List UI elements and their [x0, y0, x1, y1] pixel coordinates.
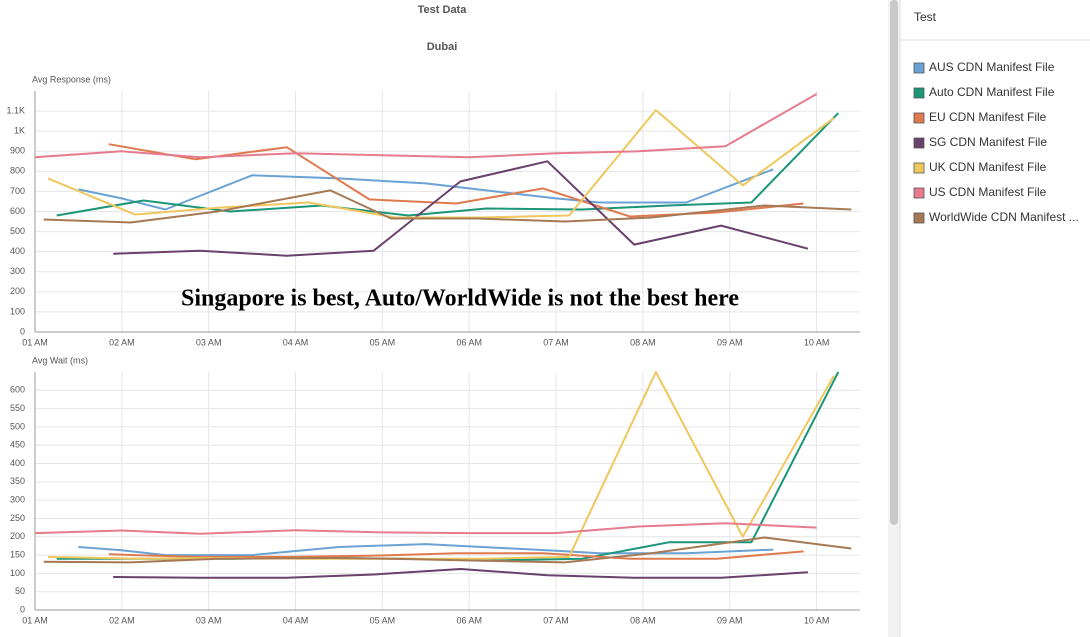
series-line: [47, 109, 835, 219]
y-tick-label: 150: [10, 549, 25, 559]
x-tick-label: 07 AM: [543, 337, 569, 347]
annotation: Singapore is best, Auto/WorldWide is not…: [181, 286, 739, 312]
y-tick-label: 800: [10, 166, 25, 176]
x-tick-label: 02 AM: [109, 615, 135, 625]
x-tick-label: 08 AM: [630, 615, 656, 625]
series-line: [108, 550, 804, 560]
series-line: [43, 536, 852, 564]
y-tick-label: 500: [10, 421, 25, 431]
legend-swatch: [913, 62, 925, 74]
x-tick-label: 09 AM: [717, 337, 743, 347]
scrollbar-thumb[interactable]: [890, 0, 898, 525]
series-line: [34, 522, 817, 535]
y-tick-label: 100: [10, 306, 25, 316]
series-line: [34, 93, 818, 159]
page-title: Test Data: [418, 4, 468, 16]
series-line: [43, 189, 852, 224]
legend-label: US CDN Manifest File: [929, 185, 1047, 199]
series-line: [113, 568, 808, 579]
x-tick-label: 04 AM: [283, 337, 309, 347]
legend-swatch: [913, 162, 925, 174]
y-tick-label: 1K: [14, 126, 25, 136]
x-tick-label: 04 AM: [283, 615, 309, 625]
y-tick-label: 100: [10, 568, 25, 578]
y-tick-label: 300: [10, 266, 25, 276]
y-tick-label: 50: [15, 586, 25, 596]
legend-swatch: [913, 87, 925, 99]
charts: Avg Response (ms)01002003004005006007008…: [6, 74, 860, 625]
legend-label: EU CDN Manifest File: [929, 110, 1047, 124]
y-tick-label: 900: [10, 146, 25, 156]
x-tick-label: 06 AM: [456, 615, 482, 625]
x-tick-label: 03 AM: [196, 337, 222, 347]
x-tick-label: 10 AM: [804, 615, 830, 625]
y-tick-label: 700: [10, 186, 25, 196]
y-tick-label: 300: [10, 495, 25, 505]
y-tick-label: 200: [10, 531, 25, 541]
x-tick-label: 08 AM: [630, 337, 656, 347]
series-line: [78, 168, 774, 211]
y-tick-label: 600: [10, 385, 25, 395]
y-tick-label: 350: [10, 476, 25, 486]
series-line: [108, 143, 804, 218]
series-line: [113, 160, 809, 257]
x-tick-label: 07 AM: [543, 615, 569, 625]
y-tick-label: 0: [20, 326, 25, 336]
x-tick-label: 10 AM: [804, 337, 830, 347]
series-line: [47, 371, 835, 560]
legend-label: AUS CDN Manifest File: [929, 60, 1055, 74]
page-subtitle: Dubai: [427, 41, 458, 53]
y-tick-label: 250: [10, 513, 25, 523]
legend-swatch: [913, 137, 925, 149]
legend-swatch: [913, 112, 925, 124]
x-tick-label: 09 AM: [717, 615, 743, 625]
x-tick-label: 06 AM: [456, 337, 482, 347]
y-tick-label: 500: [10, 226, 25, 236]
series-line: [56, 112, 840, 217]
x-tick-label: 02 AM: [109, 337, 135, 347]
y-axis-label: Avg Response (ms): [32, 74, 111, 84]
y-tick-label: 0: [20, 604, 25, 614]
y-tick-label: 400: [10, 246, 25, 256]
legend-swatch: [913, 212, 925, 224]
x-tick-label: 05 AM: [370, 615, 396, 625]
y-tick-label: 600: [10, 206, 25, 216]
legend-label: UK CDN Manifest File: [929, 160, 1047, 174]
y-tick-label: 1.1K: [6, 105, 25, 115]
legend-label: SG CDN Manifest File: [929, 135, 1047, 149]
y-axis-label: Avg Wait (ms): [32, 355, 88, 365]
y-tick-label: 200: [10, 286, 25, 296]
x-tick-label: 01 AM: [22, 337, 48, 347]
y-tick-label: 550: [10, 403, 25, 413]
y-tick-label: 400: [10, 458, 25, 468]
legend-label: WorldWide CDN Manifest ...: [929, 210, 1079, 224]
x-tick-label: 01 AM: [22, 615, 48, 625]
sidebar-title: Test: [914, 10, 937, 24]
legend-swatch: [913, 187, 925, 199]
y-tick-label: 450: [10, 440, 25, 450]
legend-label: Auto CDN Manifest File: [929, 85, 1055, 99]
x-tick-label: 03 AM: [196, 615, 222, 625]
x-tick-label: 05 AM: [370, 337, 396, 347]
